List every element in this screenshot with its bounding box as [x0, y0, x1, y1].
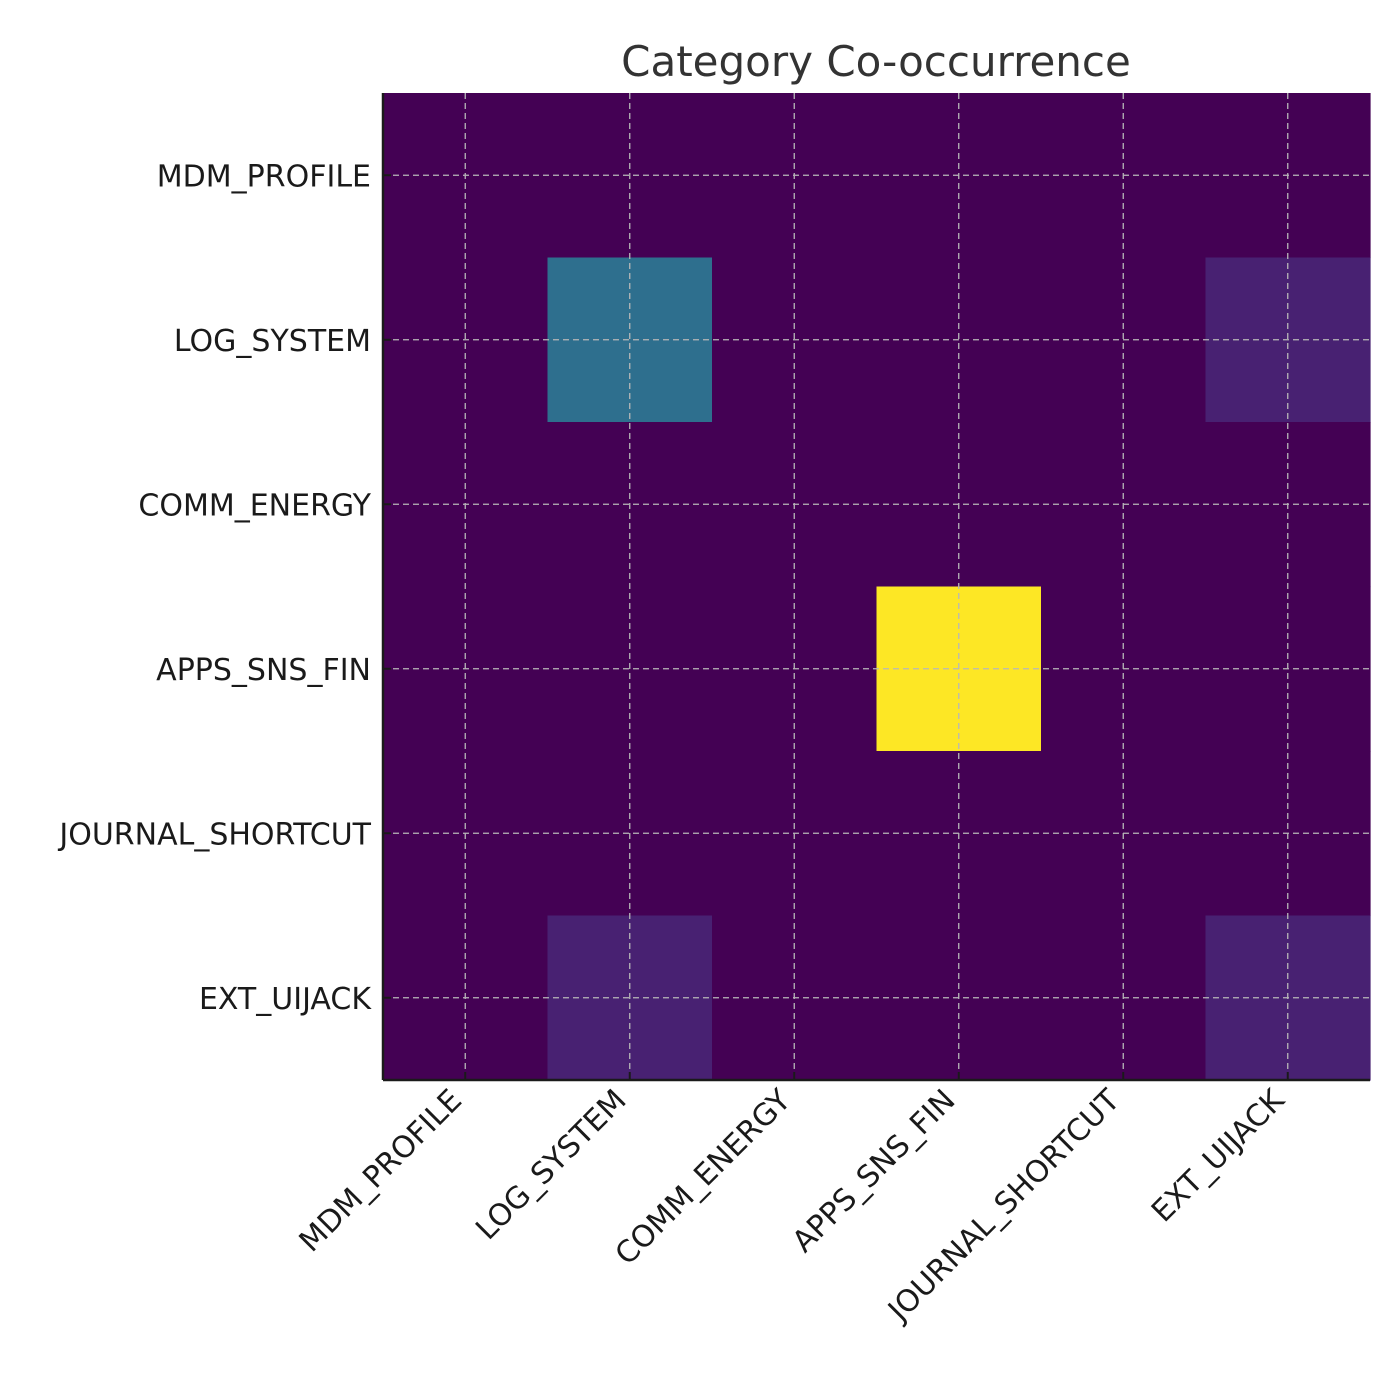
y-tick-label: MDM_PROFILE: [157, 159, 371, 194]
grid-lines: [383, 93, 1370, 1080]
x-tick-label: LOG_SYSTEM: [469, 1083, 633, 1247]
y-tick-label: JOURNAL_SHORTCUT: [57, 817, 371, 852]
x-tick-label: MDM_PROFILE: [293, 1083, 469, 1259]
axes: [381, 93, 1370, 1082]
x-tick-label: APPS_SNS_FIN: [786, 1083, 963, 1260]
x-tick-labels: MDM_PROFILE LOG_SYSTEMCOMM_ENERGYAPPS_SNS…: [293, 1082, 1293, 1329]
y-tick-label: LOG_SYSTEM: [174, 324, 371, 359]
y-tick-labels: MDM_PROFILE LOG_SYSTEM COMM_ENERGY APPS_SNS…: [57, 159, 372, 1017]
x-tick-label: EXT_UIJACK: [1145, 1082, 1292, 1229]
y-tick-label: EXT_UIJACK: [199, 982, 372, 1017]
x-tick-label: COMM_ENERGY: [609, 1082, 799, 1272]
y-tick-label: APPS_SNS_FIN: [156, 653, 371, 688]
heatmap-cells: [383, 93, 1371, 1081]
y-tick-label: COMM_ENERGY: [138, 488, 371, 523]
chart-title: Category Co-occurrence: [621, 37, 1131, 86]
